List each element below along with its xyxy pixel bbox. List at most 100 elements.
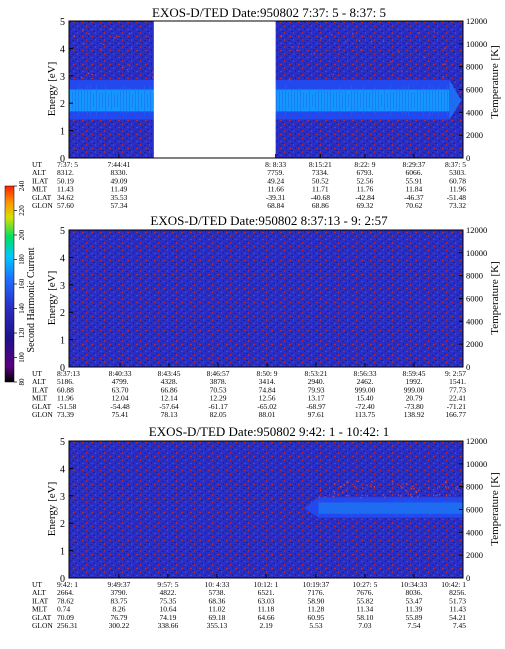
colorbar-tick-label: 140: [18, 303, 26, 314]
speckle: [333, 492, 336, 494]
panel-1-marks: [69, 21, 462, 158]
speckle: [455, 488, 457, 490]
table-row-label: ILAT: [32, 596, 49, 605]
table-cell: 2664.: [57, 588, 74, 597]
energy-tick-label: 2: [60, 308, 65, 319]
band-streak: [351, 500, 353, 516]
speckle: [88, 33, 90, 35]
speckle: [339, 486, 342, 488]
panel-1: EXOS-D/TED Date:950802 7:37: 5 - 8:37: 5…: [32, 5, 501, 210]
band-streak: [381, 94, 382, 107]
speckle: [458, 489, 460, 491]
band-streak: [387, 503, 389, 513]
speckle: [115, 35, 118, 37]
table-cell: 10:27: 5: [353, 580, 378, 589]
speckle: [354, 485, 356, 488]
table-cell: 11.39: [406, 605, 423, 614]
speckle: [87, 72, 89, 75]
band-streak: [93, 93, 94, 108]
speckle: [382, 494, 384, 496]
band-streak: [318, 500, 320, 516]
band-streak: [381, 504, 383, 512]
table-cell: 11.66: [267, 185, 284, 194]
table-cell: 10:34:33: [401, 580, 428, 589]
speckle: [433, 488, 435, 490]
speckle: [359, 40, 361, 42]
panel-1-title: EXOS-D/TED Date:950802 7:37: 5 - 8:37: 5: [152, 5, 386, 20]
table-cell: -42.84: [355, 193, 375, 202]
band-streak: [423, 504, 425, 512]
temperature-tick-label: 12000: [466, 225, 487, 235]
band-streak: [351, 85, 352, 116]
band-streak: [429, 500, 431, 516]
band-streak: [441, 501, 443, 516]
table-cell: -46.37: [404, 193, 424, 202]
speckle: [332, 74, 334, 76]
band-streak: [357, 500, 359, 516]
band-streak: [387, 93, 388, 108]
table-cell: 55.82: [357, 596, 374, 605]
table-row-label: GLAT: [32, 613, 52, 622]
speckle: [91, 74, 93, 76]
table-cell: -71.21: [447, 402, 467, 411]
speckle: [397, 494, 399, 496]
band-streak: [411, 500, 413, 517]
colorbar-tick-label: 160: [18, 278, 26, 289]
speckle: [128, 33, 131, 35]
band-streak: [144, 85, 145, 116]
speckle: [428, 487, 430, 489]
table-row-label: MLT: [32, 185, 48, 194]
speckle: [337, 493, 339, 495]
panel-1-y2label: Temperature [K]: [489, 45, 501, 118]
band-streak: [339, 503, 341, 513]
band-streak: [285, 85, 286, 116]
table-cell: -72.40: [355, 402, 375, 411]
table-cell: 9:49:37: [107, 580, 130, 589]
table-cell: 73.39: [57, 410, 74, 419]
table-cell: 4328.: [161, 377, 178, 386]
band-streak: [150, 86, 151, 115]
speckle: [447, 487, 450, 489]
band-streak: [336, 503, 338, 513]
table-cell: 49.09: [110, 176, 127, 185]
band-streak: [288, 92, 289, 109]
band-streak: [354, 503, 356, 514]
table-row-label: GLON: [32, 621, 53, 630]
band-streak: [402, 502, 404, 515]
table-cell: 88.01: [259, 410, 276, 419]
colorbar-label: Second Harmonic Current: [26, 247, 37, 352]
table-cell: 78.13: [161, 410, 178, 419]
table-cell: 51.73: [449, 596, 466, 605]
band-streak: [99, 92, 100, 109]
band-streak: [396, 499, 398, 517]
table-cell: 57.34: [110, 201, 127, 210]
table-cell: 69.18: [209, 613, 226, 622]
speckle: [444, 486, 447, 488]
panel-2-title: EXOS-D/TED Date:950802 8:37:13 - 9: 2:57: [150, 213, 388, 228]
table-cell: 13.17: [308, 394, 325, 403]
band-streak: [399, 502, 401, 514]
table-cell: 76.79: [110, 613, 127, 622]
speckle: [296, 49, 298, 51]
table-cell: 82.05: [210, 410, 227, 419]
band-streak: [366, 91, 367, 110]
table-cell: 5186.: [57, 377, 74, 386]
panel-3-y2label: Temperature [K]: [489, 472, 501, 545]
table-cell: -51.58: [57, 402, 77, 411]
table-cell: 11.49: [111, 185, 128, 194]
table-cell: 9:57: 5: [157, 580, 178, 589]
table-cell: 8036.: [406, 588, 423, 597]
table-cell: 7:44:41: [107, 160, 130, 169]
panel-3-orbit-table: UT 9:42: 1 9:49:37 9:57: 5 10: 4:33 10:12: 1 1…: [32, 580, 466, 630]
speckle: [100, 48, 102, 50]
band-streak: [102, 92, 103, 109]
band-streak: [444, 501, 446, 516]
band-streak: [396, 88, 397, 113]
speckle: [432, 494, 435, 496]
speckle: [69, 73, 71, 75]
table-cell: 7334.: [312, 168, 329, 177]
table-cell: 55.91: [406, 176, 423, 185]
band-streak: [405, 87, 406, 114]
speckle: [347, 481, 349, 484]
band-streak: [126, 86, 127, 115]
